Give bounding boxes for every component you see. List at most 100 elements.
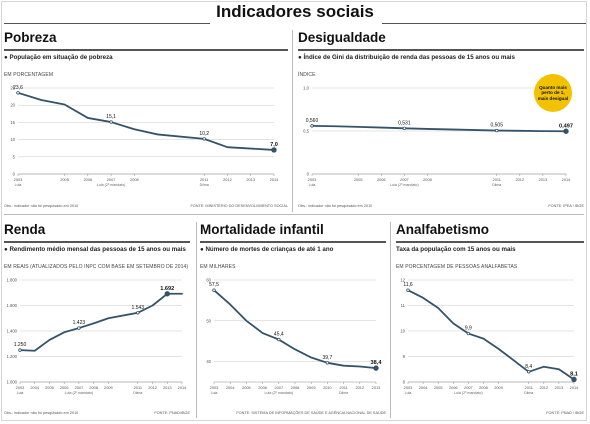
panel-rule	[200, 241, 386, 243]
panel-rule	[4, 241, 190, 243]
period-note: Dilma	[133, 391, 142, 395]
x-tick-label: 2009	[494, 385, 503, 390]
y-tick-label: 10	[400, 329, 405, 334]
data-point	[406, 288, 410, 292]
panel-analfabetismo: Analfabetismo Taxa da população com 15 a…	[396, 222, 584, 418]
period-note: Lula (2º mandato)	[97, 183, 125, 187]
gini-callout-bubble: Quanto mais perto de 1, mais desigual	[534, 74, 572, 112]
chart-mortalidade: 40 50 60 2003 2004 2005 2006 2007 2008 2009 2010 20…	[206, 278, 382, 396]
x-tick-label: 2012	[355, 385, 364, 390]
gini-callout-text: Quanto mais perto de 1, mais desigual	[537, 85, 569, 101]
data-label: 57,5	[209, 282, 219, 288]
title-rule-right	[382, 23, 586, 24]
data-label: 8,1	[570, 371, 578, 377]
panel-subtitle: ● Rendimento médio mensal das pessoas de…	[4, 246, 186, 253]
period-note: Dilma	[339, 391, 348, 395]
x-tick-label: 2005	[45, 385, 54, 390]
x-tick-label: 2014	[270, 177, 279, 182]
x-tick-label: 2012	[515, 177, 524, 182]
data-point	[212, 288, 216, 292]
y-tick-label: 0	[13, 172, 16, 177]
panel-rule	[298, 49, 584, 51]
period-note: Lula	[17, 391, 24, 395]
data-point	[527, 370, 531, 374]
period-note: Lula	[15, 183, 22, 187]
y-tick-label: 20	[10, 103, 15, 108]
panel-title: Renda	[4, 222, 46, 237]
data-point	[373, 365, 379, 371]
panel-rule	[396, 241, 584, 243]
period-note: Lula	[211, 391, 218, 395]
data-label: 0,560	[306, 118, 319, 124]
x-tick-label: 2003	[308, 177, 317, 182]
data-point	[571, 376, 577, 383]
panel-footnote: Obs.: indicador não foi pesquisado em 20…	[4, 411, 79, 415]
series-line	[213, 289, 377, 370]
series-line	[17, 91, 275, 151]
data-label: 0,497	[559, 123, 573, 129]
panel-footnote: Obs.: indicador não foi pesquisado em 20…	[298, 204, 373, 208]
period-note: Lula	[309, 183, 316, 187]
period-note: Dilma	[524, 391, 533, 395]
x-tick-label: 2008	[423, 177, 432, 182]
chart-analfabetismo: 8 9 10 11 12 2003 2004 2005 2006 2007 2008 2009 2011…	[400, 278, 579, 396]
data-point	[202, 137, 206, 141]
data-point	[109, 120, 113, 124]
series-line	[19, 292, 183, 352]
period-note: Lula (2º mandato)	[390, 183, 418, 187]
panel-renda: Renda ● Rendimento médio mensal das pess…	[4, 222, 190, 418]
x-tick-label: 2014	[562, 177, 571, 182]
data-label: 1.692	[160, 286, 174, 292]
panel-source: FONTE: PNAD/IBGE	[154, 411, 190, 415]
data-point	[325, 361, 330, 365]
x-tick-label: 2014	[178, 385, 187, 390]
separator-bottom-right	[390, 222, 391, 418]
x-tick-label: 2011	[134, 385, 142, 390]
panel-source: FONTE: SISTEMA DE INFORMAÇÕES DE SAÚDE E…	[236, 411, 386, 415]
separator-horizontal	[4, 214, 584, 215]
data-point	[77, 326, 81, 330]
panel-source: FONTE: PNAD / IBGE	[546, 411, 584, 415]
data-label: 0,505	[490, 123, 503, 129]
x-tick-label: 2008	[479, 385, 488, 390]
panel-footnote: Obs.: indicador não foi pesquisado em 20…	[4, 204, 79, 208]
panel-rule	[4, 49, 288, 51]
panel-desigualdade: Desigualdade ● Índice de Gini da distrib…	[298, 30, 584, 212]
panel-title: Mortalidade infantil	[200, 222, 324, 237]
y-tick-label: 1.000	[7, 380, 18, 385]
data-label: 1.423	[73, 320, 86, 326]
title-rule-left	[4, 23, 210, 24]
x-tick-label: 2003	[14, 177, 23, 182]
x-tick-label: 2004	[30, 385, 39, 390]
x-tick-label: 2011	[200, 177, 208, 182]
panel-title: Desigualdade	[298, 30, 386, 45]
separator-bottom-left	[196, 222, 197, 418]
x-tick-label: 2007	[464, 385, 473, 390]
x-tick-label: 2013	[555, 385, 564, 390]
chart-pobreza: 0 5 10 15 20 25 2003 2005 2006 2007 2008 2011 2012 20…	[10, 85, 279, 187]
x-tick-label: 2006	[258, 385, 267, 390]
data-label: 7,0	[270, 142, 278, 148]
chart-desigualdade: 0 0,5 1,0 2003 2005 2006 2007 2008 2011 2012 2013 2…	[303, 86, 573, 188]
y-tick-label: 11	[401, 303, 406, 308]
data-point	[402, 126, 407, 131]
x-tick-label: 2007	[400, 177, 409, 182]
data-point	[136, 311, 140, 315]
panel-unit: EM MILHARES	[200, 264, 236, 270]
x-tick-label: 2008	[130, 177, 139, 182]
x-tick-label: 2013	[372, 385, 381, 390]
data-point	[164, 291, 170, 297]
data-label: 45,4	[274, 332, 284, 338]
x-tick-label: 2012	[148, 385, 157, 390]
panel-pobreza: Pobreza ● População em situação de pobre…	[4, 30, 288, 212]
x-tick-label: 2006	[83, 177, 92, 182]
x-tick-label: 2014	[570, 385, 579, 390]
series-line	[407, 289, 575, 381]
x-tick-label: 2010	[323, 385, 332, 390]
y-tick-label: 60	[206, 278, 211, 283]
data-label: 10,2	[199, 131, 209, 137]
x-tick-label: 2013	[539, 177, 548, 182]
y-tick-label: 1,0	[303, 86, 309, 91]
series-line	[311, 124, 567, 133]
